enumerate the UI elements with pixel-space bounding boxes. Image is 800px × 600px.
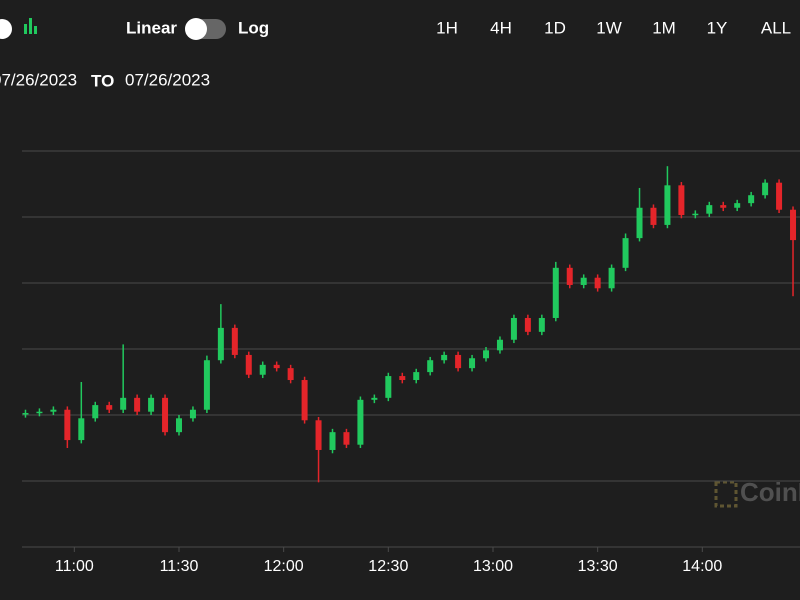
candle-body xyxy=(259,364,266,375)
candle-body xyxy=(162,397,169,433)
timeframe-button[interactable]: 1H xyxy=(436,18,458,37)
candle-body xyxy=(148,397,155,412)
candle-body xyxy=(78,418,85,441)
candle-body xyxy=(329,432,336,450)
candle-body xyxy=(748,195,755,204)
candle-body xyxy=(64,409,71,441)
candle-body xyxy=(608,267,615,289)
candle-body xyxy=(357,399,364,445)
candle-body xyxy=(692,213,699,216)
x-tick-label: 13:00 xyxy=(473,558,513,575)
candle-body xyxy=(580,277,587,285)
x-tick-label: 12:30 xyxy=(368,558,408,575)
candle-body xyxy=(720,205,727,208)
candle-body xyxy=(371,397,378,400)
date-from[interactable]: 07/26/2023 xyxy=(0,70,77,89)
watermark: CoinDesk xyxy=(740,477,800,507)
watermark-logo xyxy=(714,480,738,508)
candle-body xyxy=(762,182,769,196)
candle-body xyxy=(231,327,238,355)
candle-body xyxy=(622,238,629,268)
toggle-knob[interactable] xyxy=(0,19,12,39)
bar-icon[interactable] xyxy=(24,18,37,34)
candle-body xyxy=(441,354,448,361)
date-connector: TO xyxy=(91,71,114,90)
candle-body xyxy=(120,397,127,410)
x-tick-label: 13:30 xyxy=(578,558,618,575)
candle-body xyxy=(552,267,559,318)
candle-body xyxy=(245,354,252,375)
candle-body xyxy=(706,205,713,214)
candle-body xyxy=(301,380,308,421)
toggle-knob[interactable] xyxy=(185,18,207,40)
timeframe-button[interactable]: ALL xyxy=(761,18,791,37)
candle-body xyxy=(566,267,573,285)
candle-body xyxy=(734,203,741,208)
candle-body xyxy=(538,317,545,332)
candle-body xyxy=(343,432,350,445)
candle-body xyxy=(385,376,392,398)
timeframe-button[interactable]: 1M xyxy=(652,18,676,37)
candle-body xyxy=(92,405,99,419)
x-tick-label: 11:30 xyxy=(160,558,199,575)
candle-body xyxy=(594,277,601,289)
candle-body xyxy=(427,360,434,373)
candle-body xyxy=(203,360,210,410)
candle-body xyxy=(524,317,531,332)
x-tick-label: 14:00 xyxy=(682,558,722,575)
candle-body xyxy=(175,418,182,433)
candle-body xyxy=(134,397,141,412)
scale-option[interactable]: Linear xyxy=(126,18,177,37)
candle-body xyxy=(650,207,657,225)
candle-body xyxy=(496,339,503,351)
candle-body xyxy=(22,413,29,415)
candle-body xyxy=(636,207,643,239)
candle-body xyxy=(510,317,517,340)
x-tick-label: 11:00 xyxy=(55,558,94,575)
candle-body xyxy=(469,358,476,369)
candle-body xyxy=(217,327,224,361)
candle-body xyxy=(664,185,671,225)
candle-body xyxy=(189,409,196,419)
x-tick-label: 12:00 xyxy=(264,558,304,575)
candle-body xyxy=(50,409,57,412)
candle-body xyxy=(315,420,322,450)
timeframe-button[interactable]: 1D xyxy=(544,18,566,37)
candle-body xyxy=(287,368,294,381)
candle-body xyxy=(106,405,113,410)
timeframe-button[interactable]: 1W xyxy=(596,18,622,37)
timeframe-button[interactable]: 1Y xyxy=(707,18,728,37)
candle-body xyxy=(36,411,43,414)
candle-body xyxy=(483,350,490,359)
candle-body xyxy=(399,376,406,381)
candle-body xyxy=(678,185,685,216)
timeframe-button[interactable]: 4H xyxy=(490,18,512,37)
candle-body xyxy=(455,354,462,369)
candle-body xyxy=(776,182,783,210)
scale-option[interactable]: Log xyxy=(238,18,269,37)
date-to[interactable]: 07/26/2023 xyxy=(125,70,210,89)
candle-body xyxy=(790,209,797,241)
candle-body xyxy=(273,364,280,369)
candle-body xyxy=(413,372,420,381)
